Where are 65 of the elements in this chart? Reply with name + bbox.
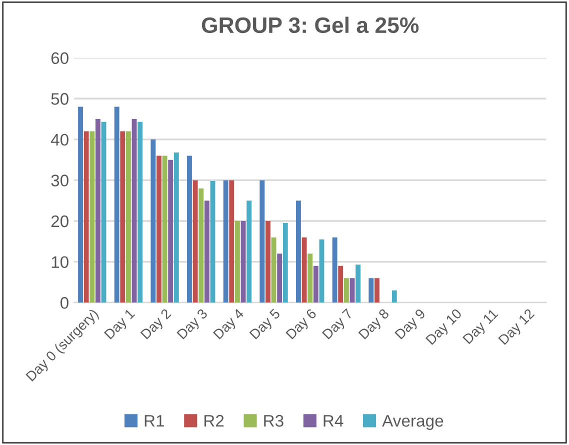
bar — [132, 119, 137, 303]
bar — [356, 264, 361, 303]
legend-label: R1 — [144, 415, 164, 427]
bar — [84, 131, 89, 303]
bar — [319, 239, 324, 303]
bar — [210, 181, 216, 303]
bar — [187, 156, 192, 303]
x-tick-label: Day 7 — [322, 308, 356, 342]
x-tick-label: Day 12 — [498, 308, 537, 347]
bar — [138, 122, 143, 303]
bar — [350, 278, 355, 303]
bar — [234, 221, 240, 303]
y-tick-label: 60 — [51, 52, 68, 64]
bar — [282, 223, 288, 303]
x-tick-label: Day 4 — [212, 308, 246, 342]
bar — [332, 237, 338, 303]
x-tick-label: Day 1 — [104, 308, 138, 342]
bar — [101, 122, 106, 303]
x-tick-label: Day 3 — [176, 308, 210, 342]
bar — [156, 156, 162, 303]
bar — [162, 156, 168, 303]
bar — [296, 200, 301, 303]
bar — [302, 237, 307, 303]
chart-title: GROUP 3: Gel a 25% — [202, 16, 419, 34]
y-tick-label: 20 — [51, 215, 68, 228]
bar — [277, 254, 282, 303]
bar — [90, 131, 95, 303]
bar — [198, 188, 204, 303]
bar — [265, 221, 270, 303]
y-tick-label: 10 — [52, 256, 68, 268]
bar — [308, 254, 313, 303]
y-tick-label: 30 — [51, 174, 68, 186]
y-tick-label: 40 — [50, 134, 68, 146]
x-tick-label: Day 6 — [286, 308, 319, 342]
legend-label: R4 — [324, 415, 344, 427]
bar — [192, 180, 198, 303]
bar — [204, 200, 210, 303]
bar — [168, 160, 174, 303]
bar — [120, 131, 126, 303]
legend-label: Average — [382, 415, 444, 430]
bar — [313, 266, 318, 303]
bar — [246, 200, 252, 303]
y-tick-label: 0 — [60, 297, 68, 309]
bar — [271, 237, 276, 303]
x-tick-label: Day 5 — [249, 308, 283, 342]
x-tick-label: Day 8 — [358, 308, 392, 342]
bar — [338, 266, 344, 303]
legend-label: R2 — [204, 414, 224, 427]
bar — [150, 139, 156, 303]
bar — [368, 278, 374, 303]
bar — [114, 106, 120, 303]
bar — [344, 278, 349, 303]
bar — [392, 290, 397, 303]
bar — [95, 119, 100, 303]
bar — [223, 180, 228, 303]
bar — [229, 180, 234, 303]
legend-label: R3 — [264, 414, 284, 427]
bar — [374, 278, 380, 303]
bar — [126, 131, 131, 303]
bar — [78, 106, 83, 303]
bar — [174, 152, 179, 303]
x-tick-label: Day 2 — [140, 308, 174, 342]
y-tick-label: 50 — [51, 93, 68, 105]
bar — [240, 221, 246, 303]
bar — [260, 180, 265, 303]
